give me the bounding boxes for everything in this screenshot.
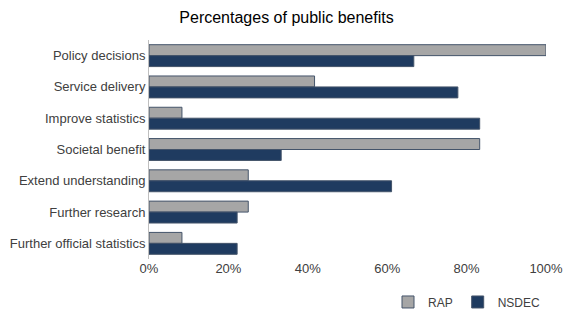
svg-text:40%: 40% bbox=[295, 261, 321, 276]
svg-text:Service delivery: Service delivery bbox=[54, 79, 146, 94]
svg-text:Improve statistics: Improve statistics bbox=[45, 111, 146, 126]
svg-text:Societal benefit: Societal benefit bbox=[56, 142, 145, 157]
svg-text:NSDEC: NSDEC bbox=[498, 296, 540, 310]
svg-text:RAP: RAP bbox=[428, 296, 453, 310]
svg-text:100%: 100% bbox=[529, 261, 563, 276]
svg-text:20%: 20% bbox=[215, 261, 241, 276]
svg-text:80%: 80% bbox=[454, 261, 480, 276]
svg-text:Policy decisions: Policy decisions bbox=[53, 48, 146, 63]
svg-text:Further research: Further research bbox=[49, 205, 145, 220]
svg-text:0%: 0% bbox=[140, 261, 159, 276]
svg-text:Extend understanding: Extend understanding bbox=[19, 173, 145, 188]
svg-text:Further official statistics: Further official statistics bbox=[10, 236, 146, 251]
svg-text:Percentages of public benefits: Percentages of public benefits bbox=[179, 9, 393, 26]
svg-text:60%: 60% bbox=[374, 261, 400, 276]
